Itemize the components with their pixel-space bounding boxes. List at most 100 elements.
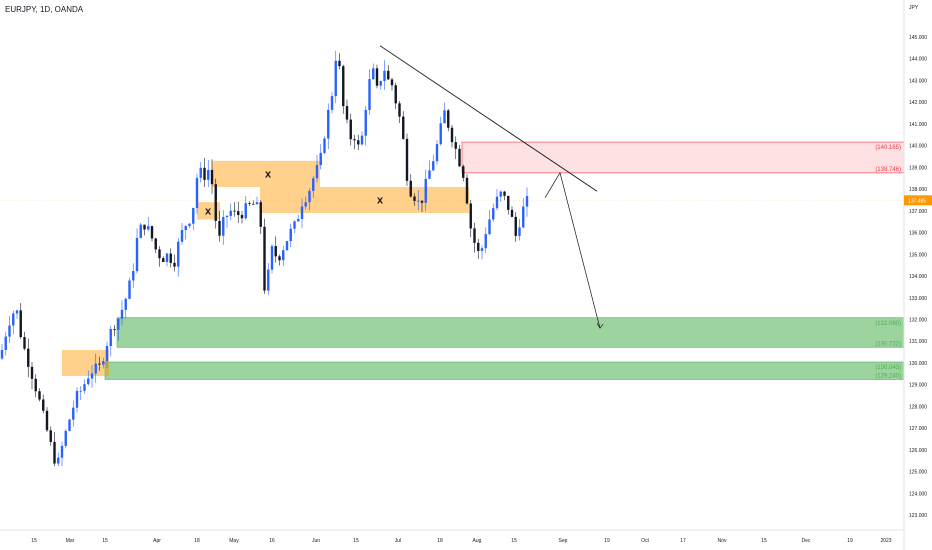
demand-zone[interactable] xyxy=(104,361,905,380)
candle-body xyxy=(240,215,244,219)
candle-body xyxy=(210,169,214,185)
candle-body xyxy=(94,363,97,374)
chart-title: EURJPY, 1D, OANDA xyxy=(5,5,84,14)
candle-body xyxy=(135,237,139,272)
candle-body xyxy=(255,202,259,205)
x-tick-label: 15 xyxy=(761,538,767,544)
projection-path[interactable] xyxy=(544,171,601,329)
zone-bottom-label: (138.746) xyxy=(875,167,901,173)
currency-label: JPY xyxy=(909,5,919,11)
candle-body xyxy=(120,309,124,319)
y-tick-label: 141.000 xyxy=(909,122,927,128)
candle-body xyxy=(30,366,34,379)
mitigated-x-mark: x xyxy=(205,205,212,217)
candle-body xyxy=(447,110,450,128)
y-tick-label: 134.000 xyxy=(909,274,927,280)
candle-body xyxy=(102,361,105,365)
candle-body xyxy=(439,123,442,145)
candle-body xyxy=(252,203,255,205)
supply-zone[interactable] xyxy=(461,141,905,174)
candle-body xyxy=(323,138,326,153)
candle-body xyxy=(0,350,4,359)
candle-body xyxy=(315,165,319,179)
order-block[interactable] xyxy=(260,186,469,214)
candle-body xyxy=(462,166,465,178)
demand-zone[interactable] xyxy=(116,317,905,348)
x-tick-label: Dec xyxy=(802,538,811,544)
candle-body xyxy=(424,178,427,203)
order-block[interactable] xyxy=(197,202,220,220)
candle-body xyxy=(357,140,360,145)
candle-body xyxy=(514,216,517,236)
x-tick-label: 16 xyxy=(269,538,275,544)
candle-body xyxy=(113,329,116,330)
x-tick-label: 2023 xyxy=(880,538,891,544)
candle-body xyxy=(499,191,502,197)
candle-body xyxy=(177,241,180,267)
candle-body xyxy=(293,221,296,229)
y-tick-label: 137.000 xyxy=(909,209,927,215)
candle-body xyxy=(297,218,300,222)
candle-body xyxy=(465,177,469,204)
candle-body xyxy=(90,373,94,379)
candle-body xyxy=(38,391,41,400)
last-price-tag xyxy=(904,195,932,206)
x-tick-label: 18 xyxy=(194,538,200,544)
candle-body xyxy=(229,210,232,216)
x-tick-label: 15 xyxy=(102,538,108,544)
candle-body xyxy=(405,138,409,181)
descending-trendline[interactable] xyxy=(379,45,598,192)
candle-body xyxy=(263,226,266,291)
projection-arrowhead xyxy=(596,323,604,329)
candle-body xyxy=(345,106,349,120)
mitigated-x-mark: x xyxy=(265,168,272,180)
y-tick-label: 129.000 xyxy=(909,383,927,389)
candle-body xyxy=(173,262,176,267)
candle-body xyxy=(203,167,206,180)
x-tick-label: 17 xyxy=(680,538,686,544)
candle-body xyxy=(4,336,7,351)
y-tick-label: 138.000 xyxy=(909,187,927,193)
candle-body xyxy=(222,217,225,236)
candle-body xyxy=(79,390,82,392)
candle-body xyxy=(27,348,30,367)
candle-body xyxy=(507,195,510,210)
order-block[interactable] xyxy=(62,349,109,376)
candle-body xyxy=(353,139,356,141)
candle-body xyxy=(495,196,499,209)
candle-body xyxy=(289,228,292,242)
candle-body xyxy=(304,202,307,207)
candle-body xyxy=(57,457,60,464)
x-tick-label: Jul xyxy=(395,538,401,544)
candle-body xyxy=(218,220,221,236)
candle-body xyxy=(207,169,210,180)
x-tick-label: 19 xyxy=(847,538,853,544)
candle-body xyxy=(53,441,56,464)
candle-body xyxy=(60,445,64,458)
candle-body xyxy=(368,79,371,110)
candle-body xyxy=(417,200,420,202)
candle-body xyxy=(300,206,304,219)
candle-body xyxy=(105,346,109,362)
zone-top-label: (132.080) xyxy=(875,321,901,327)
candle-body xyxy=(278,256,281,261)
zone-top-label: (130.043) xyxy=(875,365,901,371)
x-tick-label: Apr xyxy=(153,538,161,544)
candle-body xyxy=(199,167,202,178)
candle-body xyxy=(15,310,19,314)
x-tick-label: Oct xyxy=(641,538,649,544)
candle-body xyxy=(237,211,240,216)
candle-body xyxy=(394,85,397,104)
order-block[interactable] xyxy=(212,160,320,187)
candle-body xyxy=(375,68,379,86)
candle-body xyxy=(267,269,270,291)
candle-body xyxy=(150,226,154,239)
x-tick-label: Nov xyxy=(718,538,727,544)
candle-body xyxy=(83,384,86,391)
y-tick-label: 140.000 xyxy=(909,144,927,150)
candle-body xyxy=(484,234,487,249)
candle-body xyxy=(184,226,187,231)
candle-body xyxy=(158,249,161,259)
candle-body xyxy=(68,419,71,431)
